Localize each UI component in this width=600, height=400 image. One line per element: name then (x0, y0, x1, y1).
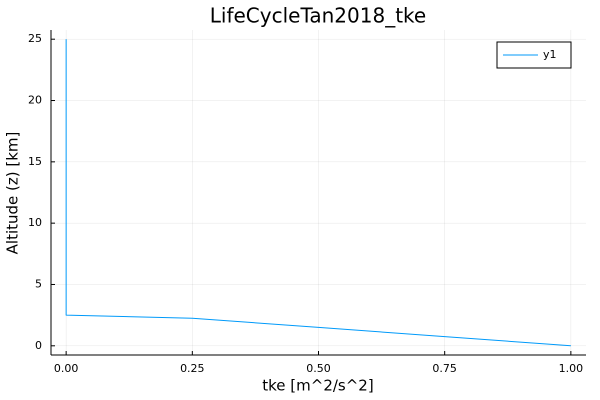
y-tick-label: 15 (28, 155, 42, 168)
legend: y1 (496, 41, 572, 69)
legend-series-label: y1 (543, 48, 557, 61)
x-tick-label: 0.25 (180, 362, 205, 375)
y-gridlines (51, 38, 586, 347)
y-tick-label: 25 (28, 32, 42, 45)
x-tick-label: 0.50 (306, 362, 331, 375)
series-layer (65, 39, 571, 347)
y-tick-label: 5 (35, 277, 42, 290)
y-axis-label: Altitude (z) [km] (4, 132, 22, 255)
x-axis-label: tke [m^2/s^2] (262, 377, 373, 395)
x-tick-label: 1.00 (559, 362, 584, 375)
x-tick-label: 0.75 (432, 362, 457, 375)
series-line-y1 (65, 39, 571, 347)
chart-title: LifeCycleTan2018_tke (210, 4, 426, 28)
y-ticks: 0 5 10 15 20 25 (28, 32, 55, 352)
y-tick-label: 10 (28, 216, 42, 229)
y-tick-label: 0 (35, 339, 42, 352)
y-tick-label: 20 (28, 94, 42, 107)
x-ticks: 0.00 0.25 0.50 0.75 1.00 (54, 351, 583, 375)
x-tick-label: 0.00 (54, 362, 79, 375)
